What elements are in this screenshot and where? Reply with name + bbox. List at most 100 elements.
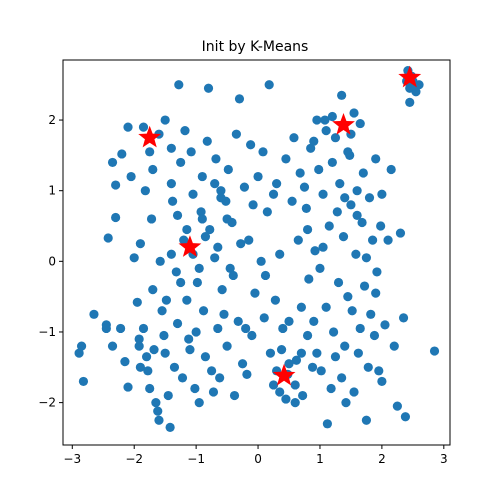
data-point [117, 149, 127, 159]
data-point [380, 320, 390, 330]
data-point [225, 263, 235, 273]
data-point [324, 221, 334, 231]
data-point [126, 171, 136, 182]
data-point [166, 249, 176, 259]
data-point [290, 380, 300, 390]
data-point [146, 214, 157, 224]
data-point [298, 390, 308, 401]
data-point [145, 147, 155, 157]
data-point [281, 154, 291, 164]
data-point [192, 277, 202, 288]
data-point [111, 180, 121, 190]
data-point [166, 143, 176, 153]
data-point [328, 327, 339, 337]
data-point [256, 256, 266, 266]
data-point [231, 129, 241, 139]
data-point [340, 193, 350, 203]
data-point [316, 366, 326, 376]
data-point [322, 419, 332, 429]
data-point [343, 292, 353, 302]
data-point [302, 330, 313, 341]
data-point [132, 297, 142, 307]
data-point [154, 415, 164, 425]
data-point [291, 355, 302, 365]
data-point [210, 179, 220, 189]
y-tick-label: 1 [48, 184, 56, 198]
data-point [134, 341, 144, 351]
data-point [330, 133, 341, 143]
data-point [111, 212, 121, 223]
data-point [389, 341, 399, 351]
data-point [349, 108, 359, 118]
data-point [140, 186, 150, 196]
data-point [185, 345, 195, 355]
data-point [194, 398, 204, 408]
data-point [138, 323, 149, 334]
data-point [374, 366, 384, 376]
data-point [76, 341, 87, 351]
data-point [295, 168, 305, 178]
scatter-points [74, 66, 440, 432]
data-point [74, 348, 84, 358]
y-tick-label: −1 [38, 325, 56, 339]
data-point [177, 373, 188, 383]
data-point [160, 115, 170, 125]
data-point [361, 253, 372, 263]
data-point [309, 136, 319, 146]
data-point [219, 309, 229, 319]
x-tick-label: −3 [63, 452, 81, 466]
data-point [272, 179, 282, 189]
data-point [236, 239, 246, 249]
data-point [205, 224, 215, 235]
data-point [107, 341, 118, 351]
data-point [247, 330, 257, 341]
data-point [264, 80, 274, 90]
data-point [361, 415, 372, 425]
cluster-centers [138, 65, 422, 386]
data-point [180, 126, 190, 136]
data-point [371, 288, 381, 298]
data-point [188, 189, 198, 199]
data-point [172, 210, 183, 221]
data-point [275, 249, 285, 259]
data-point [270, 295, 280, 305]
data-point [337, 90, 347, 100]
data-point [207, 366, 217, 376]
data-point [237, 359, 248, 369]
data-point [429, 346, 440, 356]
data-point [320, 115, 330, 125]
data-point [143, 366, 153, 376]
data-point [159, 330, 169, 341]
data-point [347, 306, 357, 316]
data-point [302, 224, 313, 235]
data-point [234, 94, 245, 104]
data-point [165, 422, 175, 432]
data-point [296, 302, 306, 312]
data-point [149, 345, 159, 355]
data-point [174, 80, 184, 90]
data-point [202, 136, 212, 146]
x-tick-label: 0 [254, 452, 262, 466]
data-point [392, 401, 402, 411]
data-point [222, 341, 232, 351]
data-point [155, 256, 165, 266]
data-point [366, 309, 376, 319]
data-point [349, 387, 359, 397]
data-point [196, 207, 206, 217]
data-point [253, 171, 263, 182]
data-point [310, 246, 320, 256]
data-point [213, 323, 223, 334]
data-point [268, 189, 279, 199]
data-point [242, 369, 252, 379]
data-point [364, 193, 375, 203]
data-point [330, 352, 341, 362]
data-point [315, 263, 325, 273]
data-point [208, 387, 219, 397]
data-point [244, 235, 254, 245]
data-point [377, 376, 387, 387]
data-point [248, 200, 258, 210]
data-point [405, 97, 415, 107]
data-point [211, 154, 221, 164]
data-point [176, 157, 186, 168]
data-point [351, 249, 361, 259]
